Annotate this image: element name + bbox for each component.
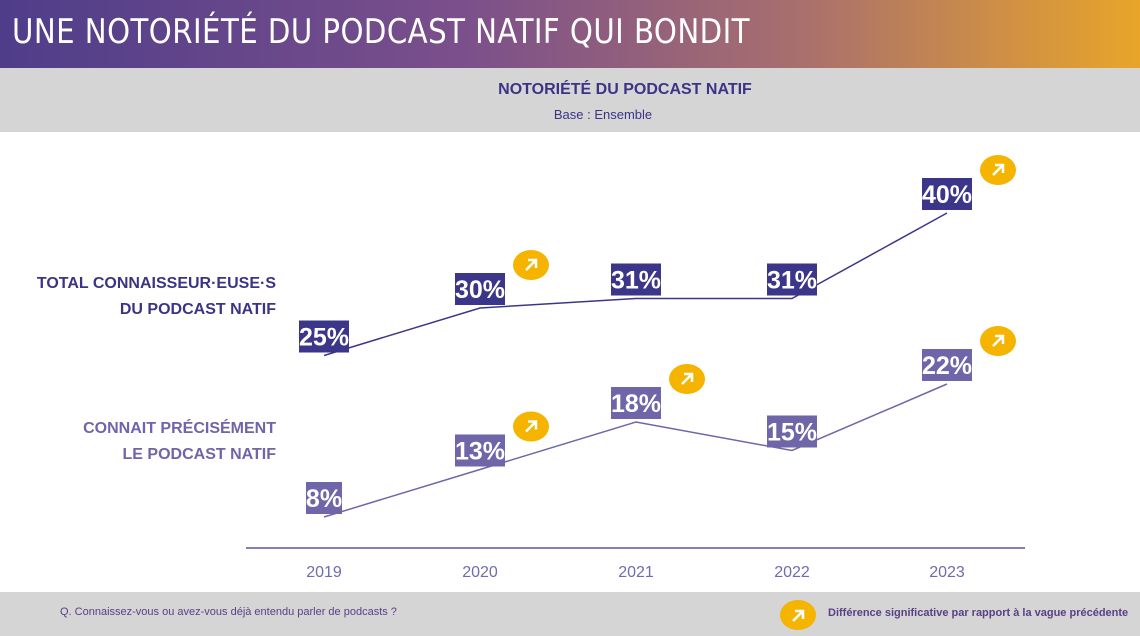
series-line bbox=[323, 212, 948, 357]
chart-title: NOTORIÉTÉ DU PODCAST NATIF bbox=[498, 81, 752, 98]
data-label: 8% bbox=[306, 485, 342, 513]
x-tick-label: 2020 bbox=[462, 564, 498, 581]
data-label: 18% bbox=[611, 390, 661, 418]
series-label-line: LE PODCAST NATIF bbox=[122, 446, 276, 463]
arrow-up-right-glyph bbox=[681, 372, 694, 385]
data-label: 40% bbox=[922, 181, 972, 209]
data-label-box bbox=[299, 320, 349, 353]
title-banner: UNE NOTORIÉTÉ DU PODCAST NATIF QUI BONDI… bbox=[0, 0, 1140, 68]
data-label-box bbox=[306, 482, 342, 514]
x-tick-label: 2023 bbox=[929, 564, 965, 581]
data-label: 31% bbox=[611, 267, 661, 295]
question-text: Q. Connaissez-vous ou avez-vous déjà ent… bbox=[60, 606, 397, 618]
arrow-up-right-icon bbox=[780, 600, 816, 630]
arrow-up-right-glyph bbox=[525, 420, 538, 433]
series-label-precise: CONNAIT PRÉCISÉMENT LE PODCAST NATIF bbox=[83, 416, 276, 468]
data-label-box bbox=[611, 263, 661, 296]
data-label-box bbox=[611, 387, 661, 419]
series-line bbox=[323, 383, 948, 518]
data-label-box bbox=[455, 434, 505, 467]
arrow-up-right-glyph bbox=[992, 334, 1005, 347]
x-tick-label: 2021 bbox=[618, 564, 654, 581]
data-label-box bbox=[922, 349, 972, 381]
data-label-box bbox=[922, 178, 972, 210]
legend-text: Différence significative par rapport à l… bbox=[828, 607, 1129, 619]
x-tick-label: 2022 bbox=[774, 564, 810, 581]
data-label: 31% bbox=[767, 267, 817, 295]
chart-header: NOTORIÉTÉ DU PODCAST NATIF Base : Ensemb… bbox=[0, 68, 1140, 132]
data-label: 22% bbox=[922, 352, 972, 380]
data-label: 15% bbox=[767, 419, 817, 447]
chart-subtitle: Base : Ensemble bbox=[553, 107, 653, 122]
page-title: UNE NOTORIÉTÉ DU PODCAST NATIF QUI BONDI… bbox=[12, 12, 750, 52]
footer: Q. Connaissez-vous ou avez-vous déjà ent… bbox=[0, 592, 1140, 636]
x-tick-label: 2019 bbox=[306, 564, 342, 581]
series-label-line: DU PODCAST NATIF bbox=[119, 301, 276, 318]
data-label: 25% bbox=[299, 324, 349, 352]
arrow-up-right-glyph bbox=[525, 258, 538, 271]
series-label-total: TOTAL CONNAISSEUR·EUSE·S DU PODCAST NATI… bbox=[37, 271, 276, 323]
data-label-box bbox=[767, 263, 817, 296]
data-label: 30% bbox=[455, 276, 505, 304]
data-label: 13% bbox=[455, 438, 505, 466]
data-label-box bbox=[767, 415, 817, 448]
series-label-line: CONNAIT PRÉCISÉMENT bbox=[83, 420, 276, 437]
arrow-up-right-glyph bbox=[992, 163, 1005, 176]
data-label-box bbox=[455, 273, 505, 305]
series-label-line: TOTAL CONNAISSEUR·EUSE·S bbox=[36, 275, 276, 292]
